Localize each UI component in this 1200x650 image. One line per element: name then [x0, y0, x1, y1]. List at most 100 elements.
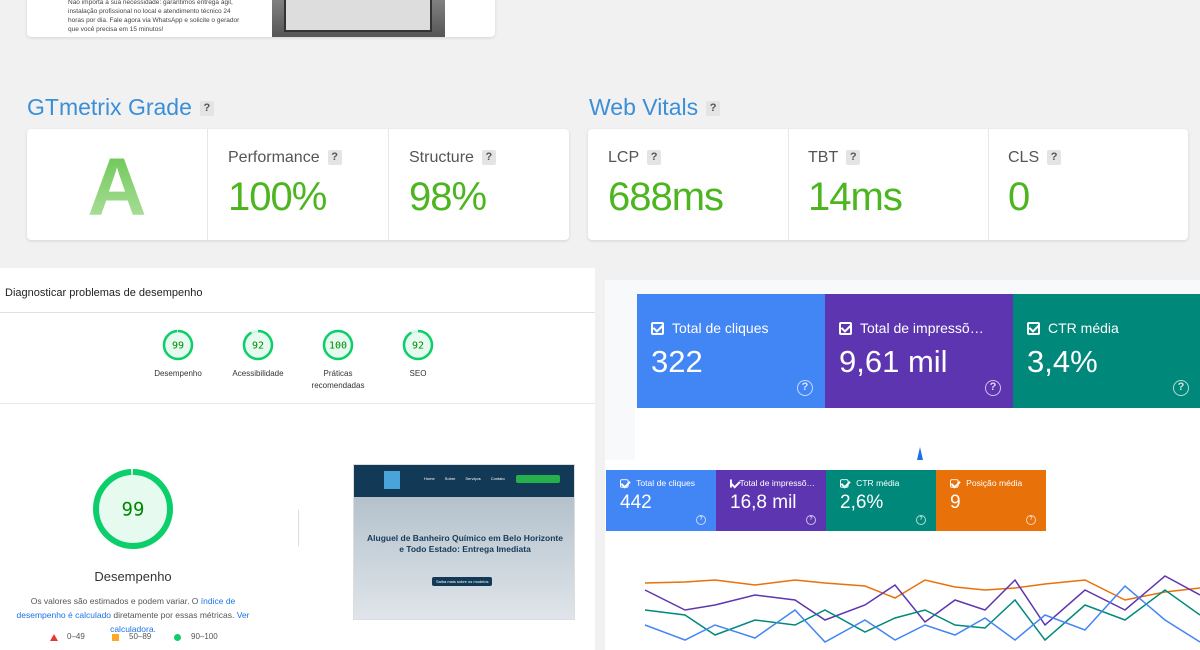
label: Posição média — [966, 478, 1023, 488]
section-title: GTmetrix Grade? — [27, 94, 214, 121]
panel-title: Diagnosticar problemas de desempenho — [5, 287, 203, 299]
trend-lines — [644, 447, 1200, 643]
metric-card: Total de impressõ… 9,61 mil? — [825, 294, 1013, 408]
generator — [284, 0, 432, 32]
metric-value: 442 — [620, 492, 652, 513]
help[interactable]: ? — [1026, 515, 1036, 525]
checkbox[interactable] — [651, 321, 664, 335]
metric-card: Total de impressõ… 16,8 mil? — [716, 470, 826, 531]
metric-value: 98% — [409, 175, 487, 219]
score-label: Práticas recomendadas — [311, 369, 365, 390]
help[interactable]: ? — [916, 515, 926, 525]
metric-value: 3,4% — [1027, 344, 1098, 379]
help[interactable]: ? — [1047, 150, 1062, 166]
score-label: Desempenho — [154, 369, 202, 378]
gauge-value: 92 — [252, 341, 264, 352]
link[interactable]: Ver calculadora. — [110, 610, 250, 634]
grade: A — [27, 141, 207, 235]
legend-label: 50–89 — [129, 632, 152, 641]
metric-label: Structure? — [409, 149, 496, 167]
help[interactable]: ? — [481, 150, 496, 166]
metric: LCP? 688ms — [608, 149, 724, 220]
gauge-value: 99 — [122, 499, 145, 521]
help[interactable]: ? — [647, 150, 662, 166]
title: GTmetrix Grade — [27, 94, 192, 120]
label: Total de impressõ… — [860, 320, 984, 336]
help[interactable]: ? — [806, 515, 816, 525]
gauge-value: 99 — [172, 341, 184, 352]
score-label-box: Desempenho — [154, 369, 202, 378]
metric-value: 322 — [651, 344, 703, 379]
label: CTR média — [856, 478, 900, 488]
help[interactable]: ? — [846, 150, 861, 166]
metric-card: Total de cliques 322? — [637, 294, 825, 408]
legend-swatch — [50, 634, 58, 641]
link[interactable]: índice de desempenho é calculado — [16, 596, 236, 620]
preview-nav: Home Sobre Serviços Contato — [354, 465, 574, 497]
trend-line — [644, 589, 1200, 642]
metric-label: CLS? — [1008, 149, 1062, 167]
metric-value: 2,6% — [840, 492, 884, 513]
checkbox[interactable] — [839, 321, 852, 335]
label: Structure — [409, 149, 474, 166]
score-label-box: Práticas recomendadas — [311, 369, 365, 390]
main-label: Desempenho — [0, 568, 266, 586]
help[interactable]: ? — [797, 380, 813, 396]
metric-card: Total de cliques 442? — [606, 470, 716, 531]
help[interactable]: ? — [327, 150, 342, 166]
gauge-arc — [242, 329, 274, 361]
metric-value: 9 — [950, 492, 961, 513]
metric-card: CTR média 2,6%? — [826, 470, 936, 531]
help[interactable]: ? — [1173, 380, 1189, 396]
checkbox[interactable] — [840, 478, 849, 488]
metric-label: Performance? — [228, 149, 342, 167]
metric-label: LCP? — [608, 149, 723, 167]
nav-item[interactable]: Contato — [490, 476, 505, 481]
label: CLS — [1008, 149, 1040, 166]
trend-line — [644, 575, 1200, 627]
legend-label: 0–49 — [67, 632, 85, 641]
nav-item[interactable]: Home — [424, 476, 435, 481]
metric-label: CTR média — [840, 478, 918, 488]
checkbox[interactable] — [1027, 321, 1040, 335]
label: Total de cliques — [672, 320, 769, 336]
help[interactable]: ? — [706, 101, 721, 117]
gauge-arc — [93, 469, 173, 549]
metric: TBT? 14ms — [808, 149, 903, 220]
metric-value: 0 — [1008, 175, 1030, 219]
metric-card: Posição média 9? — [936, 470, 1046, 531]
metric-label: TBT? — [808, 149, 902, 167]
label: TBT — [808, 149, 839, 166]
help[interactable]: ? — [199, 101, 214, 117]
nav-item[interactable]: Serviços — [465, 476, 481, 481]
score-label-box: SEO — [409, 369, 427, 378]
checkbox[interactable] — [620, 478, 629, 488]
section-title: Web Vitals? — [589, 94, 721, 121]
preview-button[interactable]: Saiba mais sobre os modelos — [432, 577, 493, 586]
vitals-card: LCP? 688ms TBT? 14ms CLS? 0 — [588, 129, 1188, 240]
checkbox[interactable] — [950, 478, 959, 488]
metric-label: Total de cliques — [620, 478, 698, 488]
chart-edge — [917, 447, 923, 460]
page-preview: Home Sobre Serviços Contato Aluguel de Banh… — [353, 464, 575, 620]
score-label: SEO — [409, 369, 427, 378]
metric-label: Total de impressõ… — [730, 478, 815, 488]
text: diretamente por essas métricas. — [111, 610, 237, 620]
legend-swatch — [174, 634, 181, 641]
metric-value: 14ms — [808, 175, 903, 219]
label: Total de impressõ… — [739, 478, 816, 488]
nav-item[interactable]: Sobre — [444, 476, 456, 481]
help[interactable]: ? — [985, 380, 1001, 396]
gauge-value: 92 — [412, 341, 424, 352]
search-console: Total de cliques 322? Total de impressõ… 9,… — [605, 280, 1200, 650]
title: Web Vitals — [589, 94, 699, 120]
label: LCP — [608, 149, 640, 166]
help[interactable]: ? — [696, 515, 706, 525]
gauge-arc — [402, 329, 434, 361]
gauges: 99 Desempenho 92 Acessibilidade 100 Práticas … — [93, 329, 434, 549]
checkbox[interactable] — [730, 478, 732, 488]
metric-value: 100% — [228, 175, 327, 219]
metric-value: 9,61 mil — [839, 344, 948, 379]
preview-heading: Aluguel de Banheiro Químico em Belo Hori… — [367, 533, 563, 554]
metric-label: CTR média — [1027, 320, 1187, 336]
